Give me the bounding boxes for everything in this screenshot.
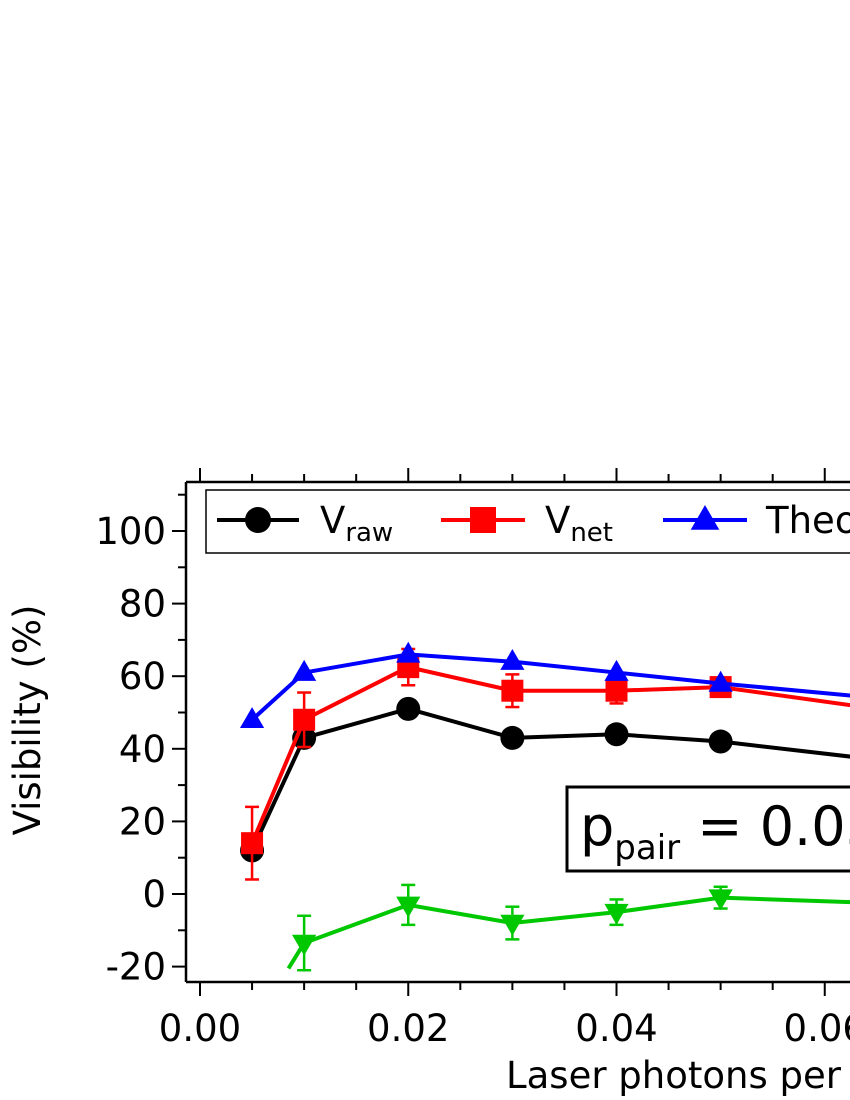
point-triangle-down	[604, 903, 629, 925]
point-circle	[396, 696, 421, 721]
x-tick-label: 0.04	[575, 1007, 657, 1050]
y-tick-label: 80	[119, 583, 166, 626]
legend: Vraw Vnet Theo	[205, 489, 850, 554]
point-square	[605, 679, 628, 702]
x-tick-label: 0.02	[367, 1007, 449, 1050]
series-triangle-down	[286, 883, 850, 972]
legend-label: Theo	[765, 499, 850, 542]
annotation-text: ppair = 0.03	[580, 795, 850, 868]
legend-box	[205, 489, 850, 554]
ppair-annotation: ppair = 0.03	[565, 785, 850, 873]
point-triangle-down	[292, 934, 317, 956]
point-circle	[604, 722, 629, 747]
x-axis-label: Laser photons per	[506, 1054, 842, 1097]
series-line	[286, 895, 850, 970]
x-tick-label: 0.06	[784, 1007, 850, 1050]
point-square	[241, 832, 264, 855]
series-triangle-up	[239, 641, 850, 729]
point-circle	[245, 507, 271, 533]
y-axis-label: Visibility (%)	[6, 605, 49, 836]
annotation-box	[565, 785, 850, 873]
point-triangle-up	[500, 649, 525, 670]
axis-ticks: 0.00 0.02 0.04 0.06 -20 0 20 40 60 80 100	[95, 468, 850, 1050]
point-triangle-up	[690, 505, 720, 530]
point-triangle-down	[500, 914, 525, 936]
point-circle	[500, 725, 525, 750]
y-tick-label: -20	[106, 946, 166, 989]
point-square	[293, 708, 316, 731]
y-tick-label: 40	[119, 728, 166, 771]
series-line	[250, 652, 850, 722]
y-tick-label: 100	[95, 510, 166, 553]
point-square	[501, 679, 524, 702]
point-square	[470, 507, 496, 533]
plot-frame	[184, 480, 850, 984]
point-triangle-down	[396, 896, 421, 918]
point-triangle-up	[708, 670, 733, 692]
point-triangle-up	[239, 707, 265, 729]
point-triangle-down	[708, 889, 733, 911]
point-triangle-up	[604, 659, 629, 681]
x-tick-label: 0.00	[159, 1007, 241, 1050]
point-circle	[708, 729, 733, 754]
y-tick-label: 0	[142, 873, 166, 916]
y-tick-label: 60	[119, 655, 166, 698]
point-triangle-up	[396, 641, 421, 663]
data-series	[239, 641, 850, 972]
y-tick-label: 20	[119, 800, 166, 843]
point-triangle-up	[292, 659, 317, 681]
